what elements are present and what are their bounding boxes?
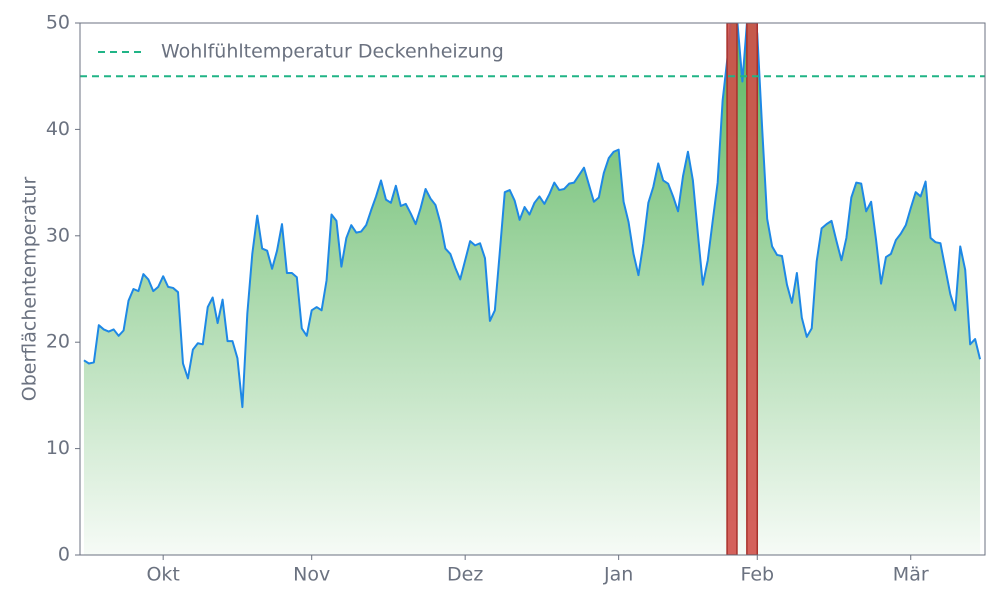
y-axis-label: Oberflächentemperatur — [19, 177, 41, 402]
x-tick-label: Mär — [893, 564, 929, 586]
y-tick-label: 50 — [46, 12, 70, 34]
y-tick-label: 10 — [46, 437, 70, 459]
x-tick-label: Feb — [740, 564, 774, 586]
axes-frame — [79, 22, 986, 556]
line — [83, 23, 982, 409]
x-tick-label: Dez — [447, 564, 483, 586]
y-tick-label: 20 — [46, 331, 70, 353]
y-tick-label: 40 — [46, 118, 70, 140]
highlight-band — [746, 23, 759, 555]
x-tick-label: Nov — [293, 564, 330, 586]
x-tick-label: Jan — [603, 564, 633, 586]
x-tick-label: Okt — [146, 564, 179, 586]
legend-label: Wohlfühltemperatur Deckenheizung — [161, 41, 504, 63]
area-fill — [83, 23, 981, 555]
y-tick-label: 0 — [58, 544, 70, 566]
highlight-band — [726, 23, 738, 555]
y-tick-label: 30 — [46, 224, 70, 246]
plot-area — [83, 23, 982, 555]
